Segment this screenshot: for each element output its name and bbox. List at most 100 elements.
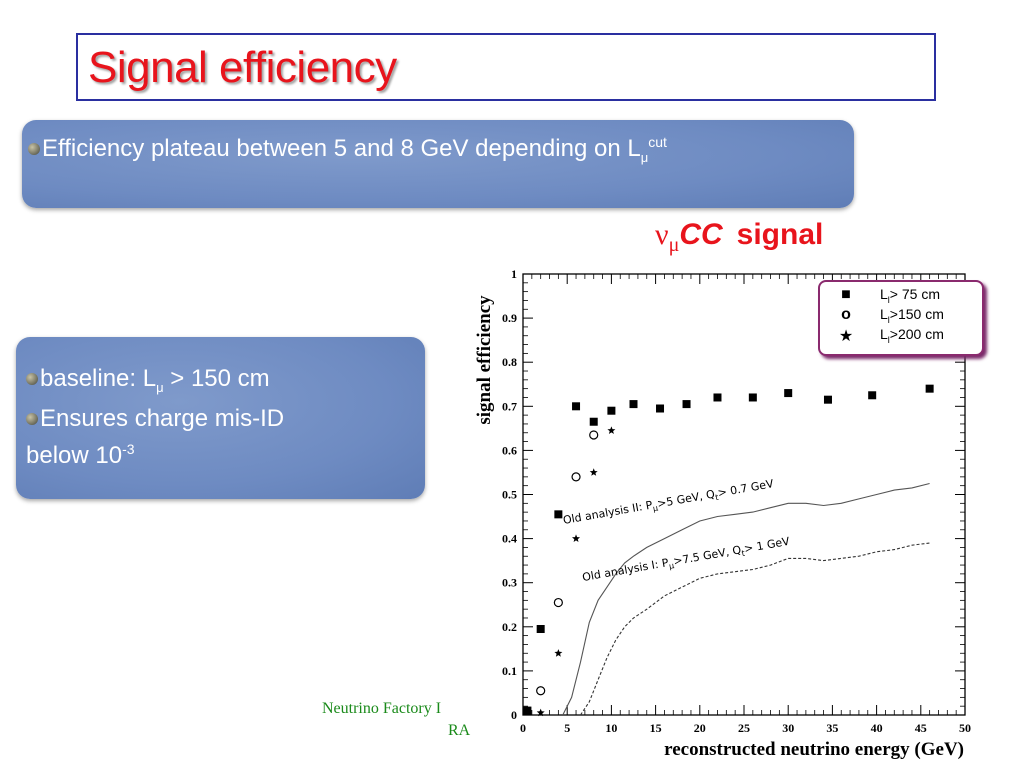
label-text: >7.5 GeV, Q: [672, 543, 742, 568]
y-tick-label: 0.2: [502, 620, 517, 634]
y-tick-label: 0.6: [502, 443, 517, 457]
x-tick-label: 0: [520, 721, 526, 735]
bullet-icon: [28, 143, 40, 155]
old-analysis-1-line: [580, 542, 930, 716]
data-point-circle: [536, 686, 546, 696]
misid-text: Ensures charge mis-ID: [40, 405, 285, 432]
legend-circle-icon: o: [841, 306, 851, 323]
label-subscript: t: [741, 549, 746, 558]
nu-symbol: ν: [655, 218, 669, 251]
y-tick-label: 0.3: [502, 576, 517, 590]
mu-subscript: μ: [668, 234, 680, 256]
legend-square-icon: ■: [841, 286, 851, 303]
legend-label-sub: l: [887, 334, 890, 345]
data-point-square: [925, 384, 934, 393]
plateau-sup: cut: [648, 134, 667, 150]
misid-line2: below 10-3: [26, 441, 135, 470]
bullet-icon: [26, 413, 38, 425]
y-tick-label: 0.8: [502, 355, 517, 369]
y-axis-title: signal efficiency: [474, 295, 495, 425]
label-text: Old analysis II: P: [562, 498, 654, 527]
data-point-square: [523, 706, 532, 715]
summary-panel: Efficiency plateau between 5 and 8 GeV d…: [22, 120, 854, 208]
y-tick-label: 0.9: [502, 311, 517, 325]
legend-label: Ll> 75 cm: [880, 286, 940, 305]
x-tick-label: 40: [871, 721, 883, 735]
old-analysis-2-line: [562, 482, 930, 716]
x-tick-label: 20: [694, 721, 706, 735]
data-point-square: [713, 393, 722, 402]
data-point-star: [572, 534, 580, 542]
x-tick-label: 30: [782, 721, 794, 735]
baseline-sub: μ: [156, 379, 164, 395]
chart-canvas: 0 5 10 15 20 25 30 35 40 45 50 0 0.1 0.2 0.3 0.4 0.5 0.6 0…: [474, 267, 971, 760]
bullet-icon: [26, 373, 38, 385]
label-text: > 1 GeV: [743, 535, 791, 556]
data-point-star: [589, 468, 598, 476]
x-tick-label: 35: [826, 721, 838, 735]
legend-label-l: L: [880, 306, 888, 322]
data-point-square: [572, 402, 581, 411]
data-point-circle: [571, 472, 581, 482]
label-subscript: μ: [652, 504, 659, 514]
data-point-square: [823, 395, 832, 404]
label-text: > 0.7 GeV: [717, 477, 775, 500]
data-point-circle: [589, 430, 599, 440]
misid-below: below 10: [26, 442, 123, 469]
label-text: >5 GeV, Q: [656, 487, 716, 510]
footer-line1: Neutrino Factory I: [322, 700, 442, 717]
x-tick-label: 10: [605, 721, 617, 735]
misid-sup: -3: [122, 441, 135, 457]
slide-title: Signal efficiency: [88, 43, 397, 92]
baseline-bullet: baseline: Lμ > 150 cm: [26, 365, 270, 395]
summary-bullet: Efficiency plateau between 5 and 8 GeV d…: [28, 134, 667, 165]
legend-label-sub: l: [887, 314, 890, 325]
data-point-star: [554, 649, 563, 657]
data-point-star: [607, 426, 616, 434]
legend-star-icon: ★: [838, 328, 854, 345]
y-tick-label: 0.4: [502, 532, 517, 546]
chart-legend: ■ Ll> 75 cm o Ll>150 cm ★ Ll>200 cm: [818, 280, 984, 356]
legend-label-value: >200 cm: [889, 326, 944, 342]
plateau-sub: μ: [640, 149, 649, 165]
misid-bullet: Ensures charge mis-ID: [26, 405, 284, 433]
legend-label-value: >150 cm: [889, 306, 944, 322]
y-tick-label: 0.5: [502, 488, 517, 502]
data-point-square: [629, 400, 638, 409]
baseline-post: > 150 cm: [163, 365, 270, 392]
footer-line2: RA: [448, 722, 471, 739]
y-tick-label: 0: [511, 708, 517, 722]
data-point-square: [656, 404, 665, 413]
legend-label: Ll>200 cm: [880, 326, 944, 345]
signal-label: νμCC signal: [655, 218, 823, 257]
label-text: Old analysis I: P: [581, 556, 670, 584]
legend-label: Ll>150 cm: [880, 306, 944, 325]
label-subscript: t: [715, 493, 720, 502]
data-point-square: [748, 393, 757, 402]
x-tick-label: 50: [959, 721, 971, 735]
y-tick-label: 0.7: [502, 399, 517, 413]
data-point-square: [607, 406, 616, 415]
title-box: Signal efficiency: [76, 33, 936, 101]
data-point-star: [536, 708, 545, 717]
x-tick-label: 25: [738, 721, 750, 735]
data-point-square: [784, 389, 793, 398]
legend-label-l: L: [880, 286, 888, 302]
data-point-square: [536, 625, 545, 634]
x-tick-label: 15: [650, 721, 662, 735]
cc-text: CC: [679, 218, 723, 251]
old-analysis-1-label: Old analysis I: Pμ>7.5 GeV, Qt> 1 GeV: [581, 535, 791, 586]
old-analysis-2-label: Old analysis II: Pμ>5 GeV, Qt> 0.7 GeV: [562, 477, 775, 529]
baseline-panel: baseline: Lμ > 150 cm Ensures charge mis…: [16, 337, 425, 499]
x-axis-title: reconstructed neutrino energy (GeV): [664, 739, 964, 760]
data-point-square: [554, 510, 563, 519]
data-point-circle: [553, 597, 563, 608]
legend-label-sub: l: [887, 294, 890, 305]
data-point-square: [682, 400, 691, 409]
label-subscript: μ: [668, 561, 675, 571]
legend-label-value: > 75 cm: [889, 286, 940, 302]
baseline-pre: baseline: L: [40, 365, 157, 392]
x-tick-label: 5: [564, 721, 570, 735]
data-point-square: [868, 391, 877, 400]
plateau-text: Efficiency plateau between 5 and 8 GeV d…: [42, 135, 641, 162]
